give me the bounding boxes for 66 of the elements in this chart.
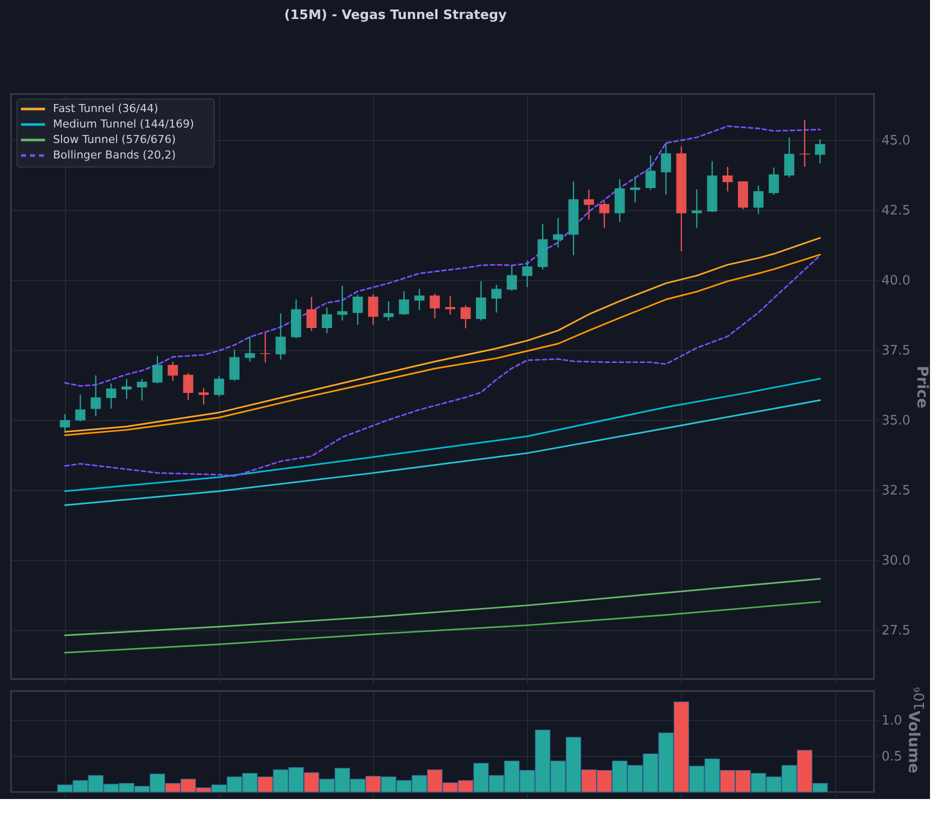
y-axis-title: Price: [913, 366, 932, 408]
candlestick: [121, 378, 132, 400]
y-tick-label: 35.0: [882, 414, 910, 429]
candlestick: [106, 382, 116, 410]
candlestick: [692, 188, 702, 228]
candlestick: [183, 372, 194, 401]
y-tick-label: 0.5: [882, 749, 902, 764]
y-tick-label: 45.0: [882, 134, 910, 149]
candlestick: [414, 288, 424, 311]
y-tick-label: 37.5: [882, 344, 910, 359]
y-tick-label: 27.5: [882, 624, 910, 639]
candlestick: [260, 332, 270, 364]
line-series: [64, 399, 821, 506]
line-series: [64, 578, 821, 636]
y-tick-label: 42.5: [882, 204, 910, 219]
y-tick-label: 30.0: [882, 554, 910, 569]
candlestick: [784, 136, 794, 178]
candlestick: [398, 290, 410, 316]
candlestick: [152, 355, 162, 384]
candlestick: [276, 312, 286, 360]
candlestick: [814, 138, 826, 164]
candlestick: [229, 348, 240, 382]
candlestick: [753, 184, 764, 215]
y-tick-label: 32.5: [882, 484, 910, 499]
candlestick: [337, 285, 348, 322]
text: 10⁶: [912, 686, 928, 710]
candlestick: [630, 176, 640, 203]
candlestick: [476, 280, 486, 322]
legend-label: Medium Tunnel (144/169): [53, 118, 194, 130]
candlestick: [800, 119, 810, 168]
candlestick: [214, 376, 224, 398]
candlestick: [491, 284, 502, 314]
line-series: [64, 378, 821, 492]
candlestick: [368, 294, 378, 326]
candlestick: [352, 294, 363, 326]
candlestick: [75, 394, 86, 422]
candlestick: [506, 265, 517, 292]
candlestick: [522, 260, 532, 288]
legend-label: Slow Tunnel (576/676): [53, 133, 176, 146]
candlestick: [768, 167, 779, 196]
candlestick: [244, 336, 255, 362]
y-axis-title: Volume: [905, 710, 924, 774]
candlestick: [645, 154, 656, 190]
candlestick: [445, 295, 456, 316]
chart-title: (15M) - Vegas Tunnel Strategy: [284, 8, 508, 23]
candlestick: [584, 189, 594, 220]
candlestick: [383, 300, 394, 322]
candlestick: [660, 142, 672, 196]
legend-label: Fast Tunnel (36/44): [53, 102, 158, 115]
legend-label: Bollinger Bands (20,2): [53, 148, 176, 162]
candlestick: [322, 306, 332, 334]
y-tick-label: 1.0: [882, 713, 902, 728]
y-tick-label: 40.0: [882, 274, 910, 289]
candlestick: [722, 166, 733, 192]
candlestick: [599, 200, 610, 228]
candlestick: [90, 374, 101, 417]
candlestick: [552, 217, 564, 248]
candlestick: [306, 296, 317, 332]
candlestick: [136, 378, 148, 402]
candlestick: [460, 304, 471, 329]
line-series: [64, 254, 821, 477]
line-series: [64, 600, 821, 654]
candlestick: [168, 360, 178, 382]
candlestick: [430, 292, 440, 320]
candlestick: [198, 387, 209, 406]
candlestick: [60, 414, 70, 432]
